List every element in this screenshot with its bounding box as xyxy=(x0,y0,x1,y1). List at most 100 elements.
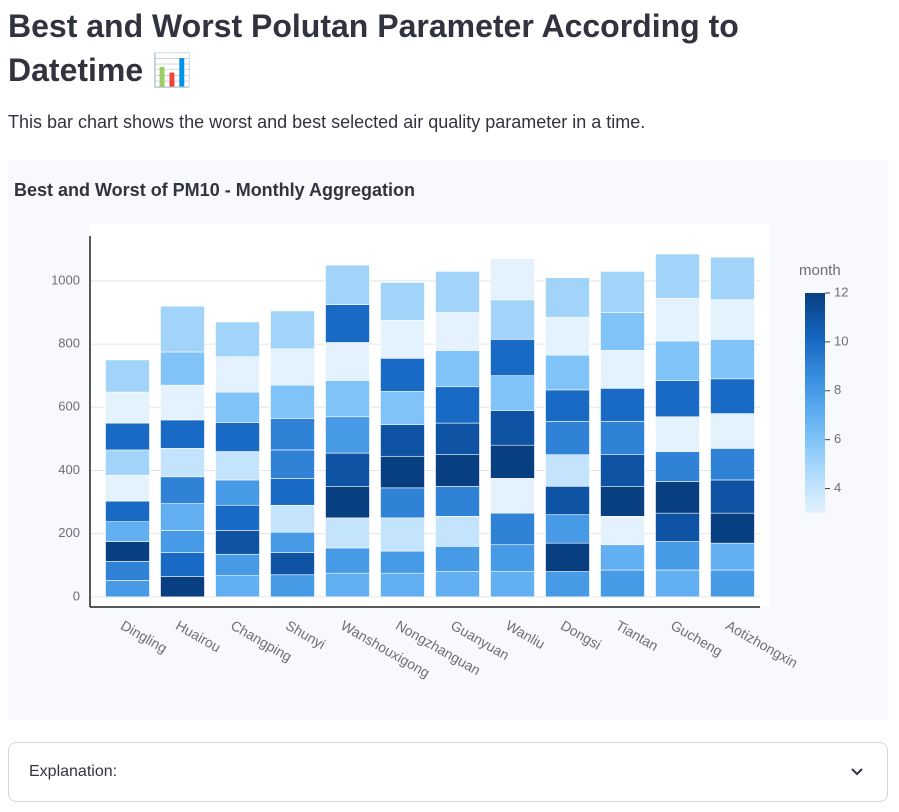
bar-segment xyxy=(215,422,260,452)
colorbar-tick-label: 8 xyxy=(834,382,841,397)
bar-segment xyxy=(325,264,370,305)
bar-segment xyxy=(270,574,315,598)
y-tick-label: 200 xyxy=(58,525,80,540)
bar-segment xyxy=(160,530,205,553)
colorbar-tick-label: 4 xyxy=(834,480,841,495)
bar-segment xyxy=(105,474,150,502)
description: This bar chart shows the worst and best … xyxy=(8,112,646,132)
bar-segment xyxy=(325,304,370,343)
bar-segment xyxy=(600,544,645,571)
bar-segment xyxy=(270,531,315,553)
bar-segment xyxy=(435,386,480,424)
bar-segment xyxy=(270,449,315,479)
bar-segment xyxy=(160,476,205,504)
bar-segment xyxy=(325,517,370,549)
bar-segment xyxy=(270,552,315,576)
bar-segment xyxy=(435,546,480,572)
bar-segment xyxy=(435,516,480,547)
bar-segment xyxy=(215,553,260,577)
x-tick-label: Aotizhongxin xyxy=(723,617,800,671)
bar-segment xyxy=(600,569,645,598)
bar-segment xyxy=(380,517,425,552)
bar-segment xyxy=(270,418,315,451)
bar-segment xyxy=(380,391,425,425)
bar-segment xyxy=(435,350,480,388)
bar-segment xyxy=(215,530,260,555)
expander[interactable]: Explanation: xyxy=(8,742,888,802)
bar-segment xyxy=(105,521,150,542)
bar-segment xyxy=(710,542,755,571)
bar-segment xyxy=(435,312,480,351)
y-tick-label: 1000 xyxy=(51,272,80,287)
bar-segment xyxy=(325,547,370,574)
x-tick-label: Gucheng xyxy=(668,617,725,659)
bar-segment xyxy=(655,481,700,514)
expander-label: Explanation: xyxy=(29,763,118,780)
bar-segment xyxy=(710,569,755,598)
x-tick-label: Changping xyxy=(228,617,295,665)
bar-segment xyxy=(105,449,150,476)
bar-segment xyxy=(545,277,590,318)
bar-segment xyxy=(600,271,645,313)
bar-segment xyxy=(600,421,645,455)
bar-segment xyxy=(215,321,260,358)
colorbar-tick-label: 6 xyxy=(834,431,841,446)
bar-segment xyxy=(545,571,590,598)
bar-segment xyxy=(545,421,590,455)
bar-segment xyxy=(380,455,425,489)
bar-segment xyxy=(435,454,480,487)
x-tick-label: Dingling xyxy=(118,617,170,656)
bar-segment xyxy=(655,253,700,299)
bar-segment xyxy=(435,571,480,598)
bar-segment xyxy=(435,485,480,517)
bar-segment xyxy=(105,561,150,581)
bar-segment xyxy=(380,282,425,321)
bar-segment xyxy=(710,339,755,380)
bar-segment xyxy=(655,541,700,571)
x-tick-label: Dongsi xyxy=(558,617,604,653)
bar-segment xyxy=(215,575,260,598)
x-tick-label: Wanliu xyxy=(503,617,548,652)
bar-segment xyxy=(215,451,260,481)
bar-segment xyxy=(655,380,700,418)
bar-segment xyxy=(160,503,205,531)
bar-segment xyxy=(105,580,150,598)
colorbar-tick-label: 10 xyxy=(834,333,848,348)
bar-segment xyxy=(600,388,645,422)
bar-segment xyxy=(160,351,205,386)
bar-segment xyxy=(215,356,260,393)
bar-segment xyxy=(655,512,700,542)
bar-segment xyxy=(160,419,205,449)
bar-segment xyxy=(600,312,645,351)
bar-segment xyxy=(600,485,645,517)
bar-segment xyxy=(490,339,535,376)
bar-segment xyxy=(600,350,645,389)
bar-segment xyxy=(380,550,425,574)
bar-segment xyxy=(380,487,425,519)
bar-segment xyxy=(270,310,315,350)
bar-segment xyxy=(545,454,590,487)
colorbar-title: month xyxy=(799,262,841,279)
bar-segment xyxy=(655,416,700,452)
bar-segment xyxy=(325,416,370,454)
bar-segment xyxy=(710,479,755,514)
bar-segment xyxy=(710,512,755,544)
bar-segment xyxy=(490,258,535,301)
bar-segment xyxy=(490,571,535,598)
bar-segment xyxy=(655,297,700,342)
bar-segment xyxy=(160,552,205,577)
bar-segment xyxy=(160,384,205,421)
y-tick-label: 0 xyxy=(73,588,80,603)
bar-segment xyxy=(710,413,755,449)
bar-segment xyxy=(545,542,590,572)
bar-segment xyxy=(215,391,260,423)
bar-segment xyxy=(160,448,205,478)
bar-segment xyxy=(490,410,535,446)
colorbar-tick-label: 12 xyxy=(834,284,848,299)
bar-segment xyxy=(545,514,590,544)
bar-segment xyxy=(600,454,645,487)
bar-segment xyxy=(380,424,425,457)
bar-segment xyxy=(325,380,370,418)
bar-segment xyxy=(325,342,370,381)
